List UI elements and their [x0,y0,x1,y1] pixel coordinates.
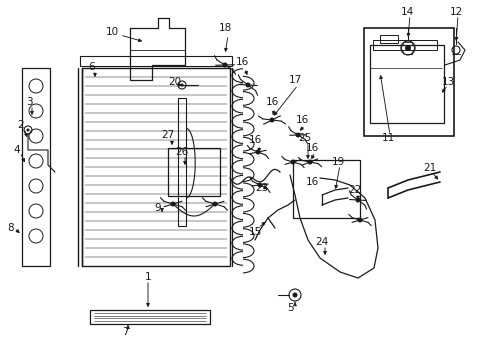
Bar [90,310,209,324]
Bar [379,35,397,43]
Bar [363,28,453,136]
Text: 18: 18 [218,23,231,33]
Circle shape [180,84,183,86]
Bar [22,68,50,266]
Bar [168,148,220,196]
Text: 12: 12 [448,7,462,17]
Text: 16: 16 [265,97,278,107]
Circle shape [170,202,175,207]
Text: 9: 9 [154,203,161,213]
Circle shape [307,159,312,165]
Text: 2: 2 [18,120,24,130]
Text: 20: 20 [168,77,181,87]
Text: 23: 23 [255,183,268,193]
Circle shape [245,82,250,87]
Circle shape [355,198,360,202]
Circle shape [269,117,274,122]
Text: 27: 27 [161,130,174,140]
Text: 25: 25 [298,133,311,143]
Text: 17: 17 [288,75,301,85]
Circle shape [255,149,260,154]
Text: 16: 16 [305,177,318,187]
Text: 24: 24 [315,237,328,247]
Text: 15: 15 [248,227,261,237]
Text: 8: 8 [8,223,14,233]
Text: 21: 21 [423,163,436,173]
Bar [82,68,229,266]
Text: 4: 4 [14,145,20,155]
Circle shape [212,202,217,207]
Circle shape [295,132,300,138]
Text: 16: 16 [295,115,308,125]
Circle shape [290,159,295,165]
Circle shape [222,63,227,68]
Circle shape [357,217,362,222]
Text: 22: 22 [347,185,361,195]
Bar [372,40,436,50]
Text: 16: 16 [248,135,261,145]
Text: 26: 26 [175,147,188,157]
Text: 14: 14 [400,7,413,17]
Bar [369,45,443,123]
Text: 6: 6 [88,62,95,72]
Text: 13: 13 [441,77,454,87]
Text: 1: 1 [144,272,151,282]
Text: 3: 3 [26,97,32,107]
Text: 16: 16 [235,57,248,67]
Circle shape [404,45,410,51]
Text: 7: 7 [122,327,128,337]
Text: 11: 11 [381,133,394,143]
Text: 19: 19 [331,157,344,167]
Bar [178,98,186,226]
Text: 5: 5 [286,303,293,313]
Bar [80,56,231,66]
Text: 10: 10 [105,27,118,37]
Circle shape [292,292,297,297]
Circle shape [26,129,29,131]
Text: 16: 16 [305,143,318,153]
Circle shape [257,183,262,188]
